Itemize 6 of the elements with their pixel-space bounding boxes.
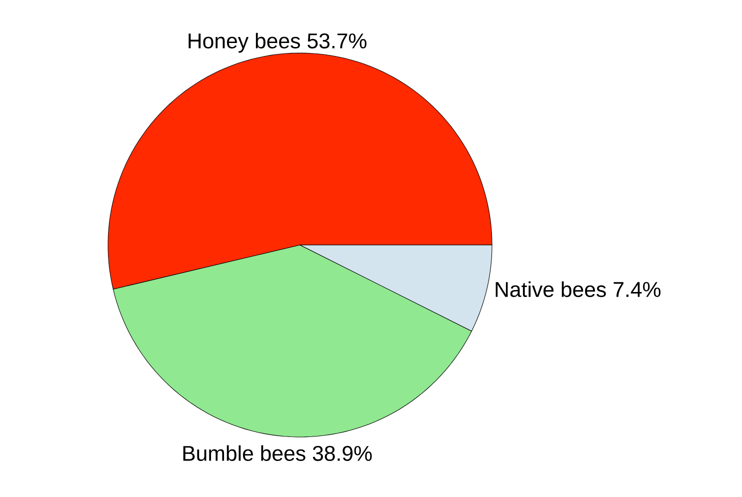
data-label: 38.9% [312, 446, 372, 461]
data-label: 53.7% [308, 33, 366, 48]
slice-label: Bumble bees [183, 445, 306, 461]
slice-label: Native bees [496, 281, 606, 298]
slice-label: Honey bees [188, 32, 300, 53]
data-label: 7.4% [614, 282, 660, 297]
